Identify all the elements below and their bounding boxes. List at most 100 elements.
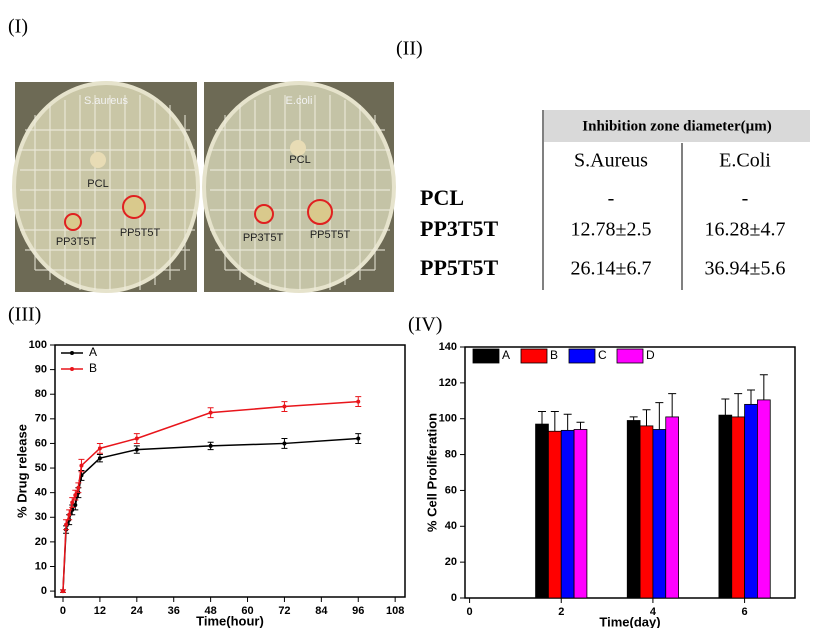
legend-label: D: [646, 348, 655, 362]
inhibition-zone: [64, 213, 82, 231]
error-bar: [629, 416, 638, 421]
table-header: Inhibition zone diameter(µm): [582, 118, 771, 134]
x-axis-label: Time(day): [599, 614, 660, 628]
bar: [535, 423, 549, 599]
row-header: PP3T5T: [420, 216, 499, 241]
photo-label: PP5T5T: [120, 227, 161, 239]
photo-label: PP5T5T: [310, 229, 351, 241]
column-header: E.Coli: [719, 150, 771, 172]
legend-swatch: [70, 351, 74, 355]
legend-label: A: [502, 348, 510, 362]
legend-swatch: [616, 348, 644, 364]
y-tick-label: 60: [445, 484, 457, 496]
bar: [757, 399, 771, 599]
point: [97, 456, 102, 461]
panel-label: (II): [396, 38, 423, 60]
y-tick-label: 80: [445, 448, 457, 460]
y-tick-label: 20: [35, 536, 47, 548]
point: [70, 500, 75, 505]
y-tick-label: 40: [35, 487, 47, 499]
photo-label: PCL: [87, 178, 108, 190]
x-tick-label: 96: [352, 605, 364, 617]
bar: [731, 416, 745, 599]
y-axis-label: % Drug release: [14, 424, 29, 518]
table-header-bg: [544, 110, 810, 142]
bar: [548, 430, 562, 599]
cell: -: [742, 188, 749, 210]
panel-label: (III): [8, 304, 41, 326]
bar: [626, 420, 641, 599]
row-header: PCL: [420, 185, 464, 210]
y-tick-label: 10: [35, 560, 47, 572]
dish: [12, 81, 200, 293]
y-tick-label: 20: [445, 556, 457, 568]
x-tick-label: 48: [204, 605, 216, 617]
cell: 16.28±4.7: [705, 219, 786, 241]
plot-frame: [54, 344, 406, 598]
x-axis-label: Time(hour): [196, 613, 264, 628]
photo-title: E.coli: [286, 95, 313, 107]
x-tick-label: 84: [315, 605, 328, 617]
cell: -: [608, 188, 615, 210]
x-tick-label: 36: [168, 605, 180, 617]
disc: [290, 140, 306, 156]
x-tick-label: 2: [558, 606, 564, 618]
x-tick-label: 6: [742, 606, 748, 618]
photo: S.aureus E.coli PCL PP3T5T PP5T5T PCL PP…: [12, 81, 396, 293]
y-tick-label: 0: [41, 585, 47, 597]
bar: [652, 429, 667, 599]
legend-swatch: [568, 348, 596, 364]
x-tick-label: 12: [94, 605, 106, 617]
legend-swatch: [520, 348, 548, 364]
grid: [20, 95, 390, 290]
legend-swatch: [472, 348, 500, 364]
point: [282, 441, 287, 446]
point: [97, 446, 102, 451]
x-tick-label: 24: [131, 605, 144, 617]
y-tick-label: 100: [29, 339, 47, 351]
bar: [718, 414, 733, 599]
y-tick-label: 50: [35, 462, 47, 474]
error-bar: [734, 393, 743, 417]
dish: [202, 81, 396, 293]
legend-label: B: [550, 348, 558, 362]
error-bar: [642, 409, 651, 426]
x-tick-label: 72: [278, 605, 290, 617]
point: [356, 436, 361, 441]
point: [76, 485, 81, 490]
legend-label: B: [89, 361, 97, 375]
point: [67, 512, 72, 517]
row-header: PP5T5T: [420, 255, 499, 280]
error-bar: [759, 374, 768, 400]
point: [208, 443, 213, 448]
point: [73, 502, 78, 507]
cell: 26.14±6.7: [571, 258, 652, 280]
panel-label: (IV): [408, 314, 442, 336]
point: [134, 436, 139, 441]
bar: [744, 403, 758, 599]
x-tick-label: 0: [467, 606, 473, 618]
cell: 12.78±2.5: [571, 219, 652, 241]
x-tick-label: 108: [386, 605, 404, 617]
y-tick-label: 30: [35, 511, 47, 523]
point: [60, 589, 65, 594]
bar: [560, 429, 575, 599]
bar: [665, 416, 679, 599]
disc: [90, 152, 106, 168]
y-tick-label: 70: [35, 413, 47, 425]
point: [282, 404, 287, 409]
point: [208, 410, 213, 415]
error-bar: [721, 398, 730, 416]
x-tick-label: 60: [241, 605, 253, 617]
y-tick-label: 140: [439, 341, 457, 353]
inhibition-zone: [254, 204, 274, 224]
point: [134, 447, 139, 452]
cell: 36.94±5.6: [705, 258, 786, 280]
point: [356, 399, 361, 404]
legend-swatch: [70, 367, 74, 371]
y-tick-label: 0: [451, 592, 457, 604]
y-axis-label: % Cell Proliferation: [424, 413, 439, 532]
photo-label: PP3T5T: [243, 232, 284, 244]
x-tick-label: 4: [650, 606, 657, 618]
